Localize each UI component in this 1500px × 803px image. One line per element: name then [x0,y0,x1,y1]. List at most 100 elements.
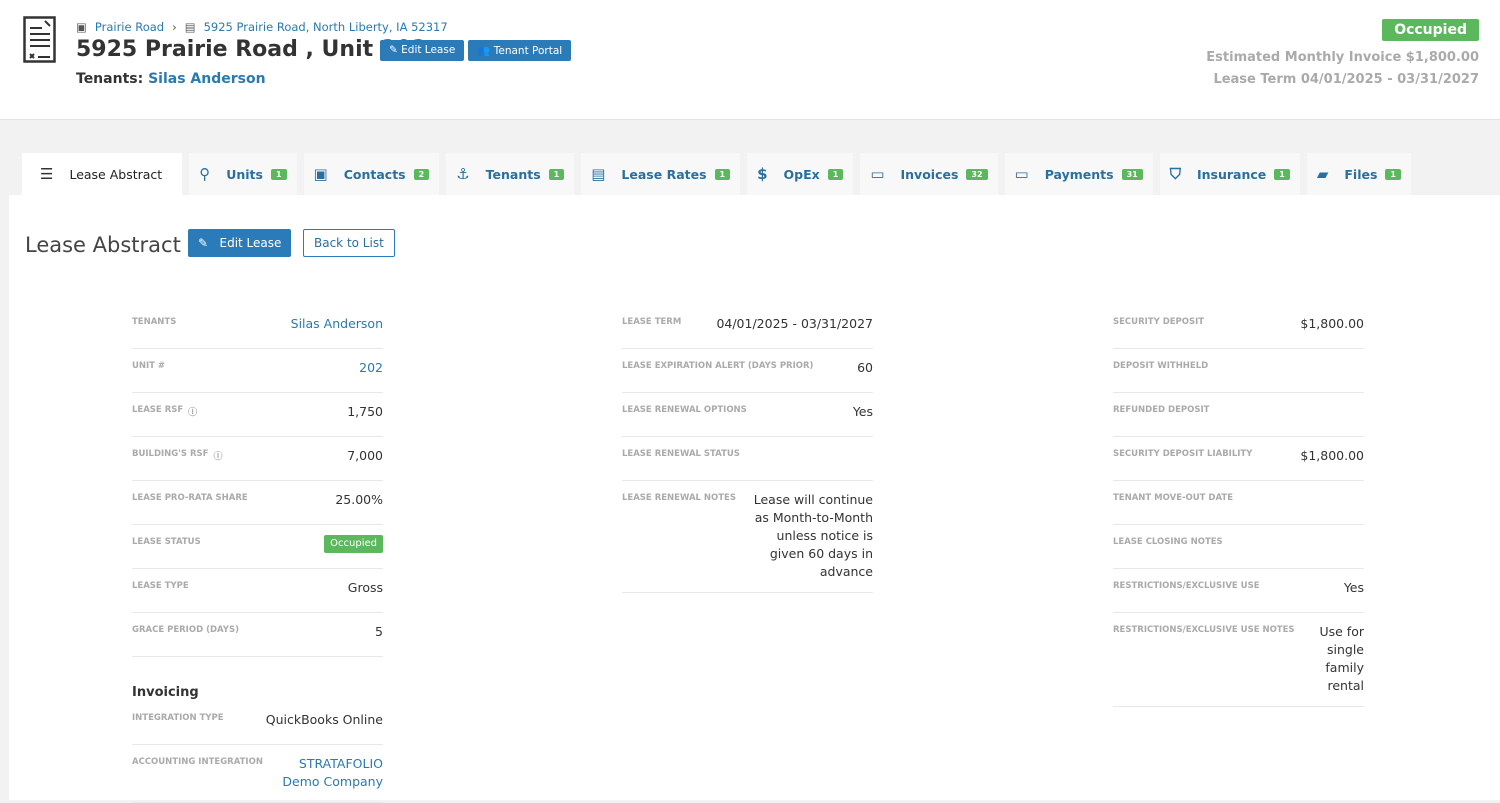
field-row: Security Deposit $1,800.00 [1113,305,1364,349]
field-label: Accounting Integration [132,757,263,767]
tab-bar: ☰ Lease Abstract ⚲ Units 1 ▣ Contacts 2 ⚓ Tenants… [22,153,1411,195]
tab-icon: ▭ [870,165,885,183]
tab-count: 2 [413,168,430,180]
tab-count: 1 [827,168,844,180]
field-label: Lease Type [132,581,189,591]
field-label: Lease Expiration Alert (Days Prior) [622,361,814,371]
breadcrumb-link[interactable]: 5925 Prairie Road, North Liberty, IA 523… [203,20,448,34]
tab[interactable]: ▤ Lease Rates 1 [581,153,741,195]
field-value: 7,000 [347,448,383,463]
column: Integration Type QuickBooks Online Account… [132,701,383,803]
column: Security Deposit $1,800.00 Deposit Withhel… [1113,305,1364,707]
tenant-portal-button[interactable]: 👥 Tenant Portal [468,40,572,61]
field-value[interactable]: STRATAFOLIO Demo Company [282,756,383,789]
field-value: Yes [1343,580,1364,595]
field-value[interactable]: 202 [359,360,383,375]
field-label: Tenant Move-Out Date [1113,493,1234,503]
field-value: Use for single family rental [1319,624,1364,693]
field-value: QuickBooks Online [265,712,383,727]
tab[interactable]: ▭ Invoices 32 [860,153,998,195]
back-button[interactable]: Back to List [303,229,395,257]
field-row: Lease Type Gross [132,569,383,613]
lease-term: Lease Term 04/01/2025 - 03/31/2027 [1213,72,1479,87]
field-label: Deposit Withheld [1113,361,1209,371]
field-row: Lease Renewal Options Yes [622,393,873,437]
lease-icon [23,16,56,63]
column: Tenants Silas Anderson Unit # 202 Lease RSF ⓘ… [132,305,383,657]
tab[interactable]: ▣ Contacts 2 [303,153,440,195]
field-row: Lease Status Occupied [132,525,383,569]
tab-count: 1 [1385,168,1401,180]
field-row: Deposit Withheld [1113,349,1364,393]
field-label: Lease Closing Notes [1113,537,1223,547]
tab-label: Tenants [485,166,541,182]
tab-label: Contacts [343,166,406,182]
tab-icon: ⚓ [456,165,470,183]
tab[interactable]: ⚲ Units 1 [189,153,297,195]
field-label: Grace Period (Days) [132,625,239,635]
field-label: Lease Status [132,537,201,547]
page-title: 5925 Prairie Road , Unit 202 [76,37,427,62]
breadcrumb-link[interactable]: Prairie Road [94,20,165,34]
field-row: Tenant Move-Out Date [1113,481,1364,525]
field-label: Security Deposit [1113,317,1205,327]
field-label: Lease Renewal Notes [622,493,736,503]
edit-lease-button[interactable]: ✎ Edit Lease [188,229,292,257]
tab-count: 1 [270,168,287,180]
field-row: Lease RSF ⓘ 1,750 [132,393,383,437]
field-label: Refunded Deposit [1113,405,1210,415]
field-row: Lease Expiration Alert (Days Prior) 60 [622,349,873,393]
info-icon: ⓘ [213,452,223,462]
header: ▣ Prairie Road › ▤ 5925 Prairie Road, North… [0,0,1500,120]
tab-icon: ▰ [1316,165,1329,183]
tab-count: 31 [1121,168,1143,180]
field-label: Lease Term [622,317,682,327]
field-row: Refunded Deposit [1113,393,1364,437]
field-label: Unit # [132,361,166,371]
field-value: Gross [347,580,383,595]
field-label: Lease Pro-Rata Share [132,493,248,503]
tab[interactable]: ⛉ Insurance 1 [1159,153,1300,195]
field-row: Lease Pro-Rata Share 25.00% [132,481,383,525]
tab-label: Units [226,166,263,182]
field-label: Restrictions/Exclusive Use Notes [1113,625,1295,635]
tab-label: Insurance [1196,166,1267,182]
edit-lease-button[interactable]: ✎ Edit Lease [380,40,465,61]
field-value: $1,800.00 [1300,316,1364,331]
tab-icon: ▭ [1014,165,1029,183]
field-row: Restrictions/Exclusive Use Yes [1113,569,1364,613]
field-label: Tenants [132,317,177,327]
button-label: Edit Lease [401,44,456,56]
field-label: Lease Renewal Status [622,449,740,459]
tenant-link[interactable]: Silas Anderson [148,71,266,87]
field-row: Lease Term 04/01/2025 - 03/31/2027 [622,305,873,349]
button-label: Tenant Portal [493,45,563,57]
tab[interactable]: $ OpEx 1 [747,153,854,195]
tab[interactable]: ☰ Lease Abstract [22,153,183,195]
tab-count: 1 [548,168,565,180]
field-label: Security Deposit Liability [1113,449,1253,459]
invoicing-title: Invoicing [132,685,199,700]
field-value: 5 [375,624,383,639]
tab-icon: ☰ [40,165,54,183]
field-value[interactable]: Silas Anderson [290,316,383,331]
field-row: Lease Closing Notes [1113,525,1364,569]
tab-label: Invoices [900,166,959,182]
tab-label: Lease Rates [621,166,707,182]
field-label: Lease RSF ⓘ [132,403,197,425]
tab[interactable]: ⚓ Tenants 1 [446,153,575,195]
tab[interactable]: ▰ Files 1 [1306,153,1411,195]
tab-icon: ⚲ [199,165,211,183]
field-value: 60 [857,360,873,375]
button-label: Back to List [314,236,384,250]
field-value: Lease will continue as Month-to-Month un… [753,492,873,579]
button-label: Edit Lease [219,236,282,250]
field-value: 04/01/2025 - 03/31/2027 [716,316,873,331]
tenants-line: Tenants: Silas Anderson [76,71,266,87]
field-label: Lease Renewal Options [622,405,747,415]
status-badge: Occupied [324,535,383,553]
tab[interactable]: ▭ Payments 31 [1004,153,1153,195]
estimated-invoice: Estimated Monthly Invoice $1,800.00 [1206,50,1479,65]
field-label: Integration Type [132,713,224,723]
